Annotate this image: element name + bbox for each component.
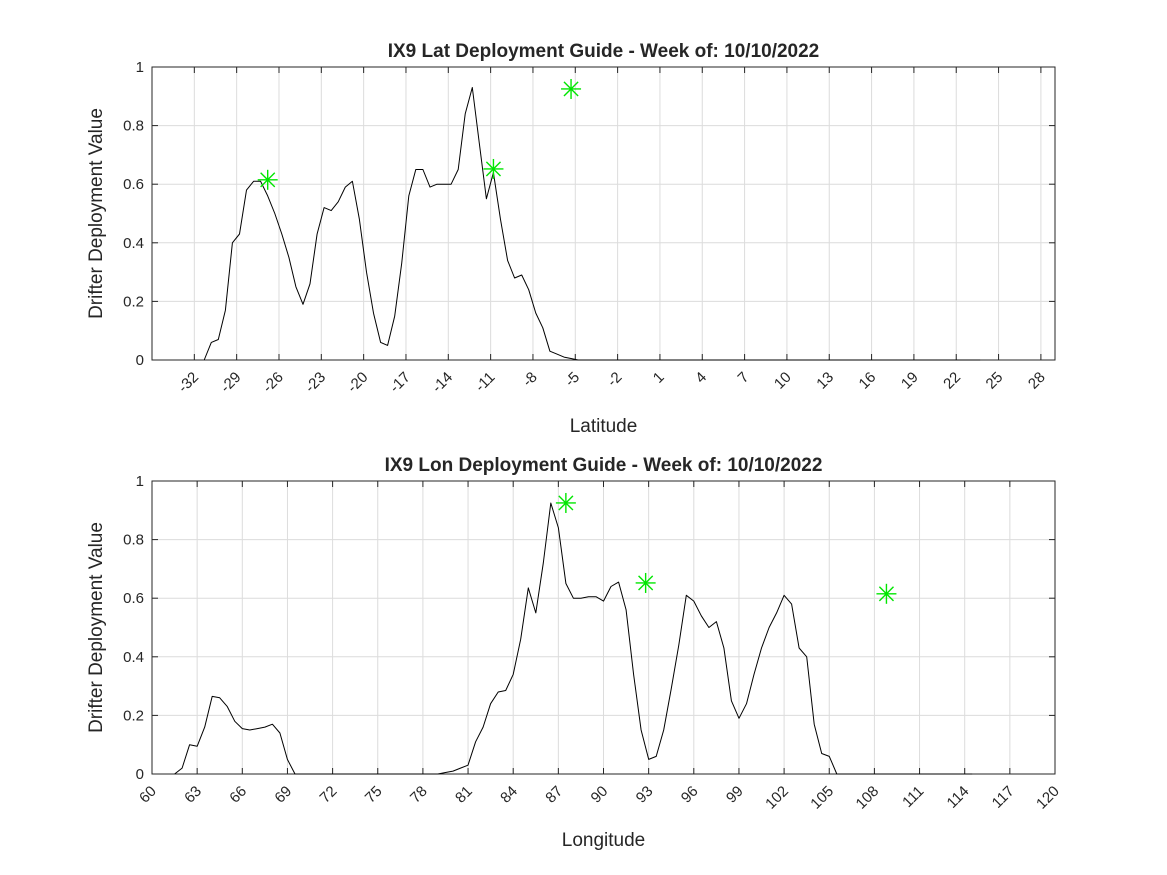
lon-peak-marker — [555, 492, 576, 513]
lat-y-tick-label: 0.4 — [123, 235, 144, 252]
lon-y-tick-label: 0.2 — [123, 707, 144, 724]
lon-peak-markers — [555, 492, 897, 604]
lon-grid — [151, 480, 1056, 775]
lon-chart-title: IX9 Lon Deployment Guide - Week of: 10/1… — [385, 455, 823, 476]
lat-peak-marker — [257, 169, 278, 190]
lat-y-tick-label: 1 — [136, 59, 144, 76]
lat-y-tick-label: 0.6 — [123, 176, 144, 193]
lon-y-axis-label: Drifter Deployment Value — [86, 522, 107, 733]
lon-peak-marker — [635, 572, 656, 593]
lon-y-tick-label: 0.4 — [123, 649, 144, 666]
lat-peak-marker — [561, 78, 582, 99]
lat-peak-markers — [257, 78, 582, 190]
lon-peak-marker — [876, 583, 897, 604]
lon-y-tick-label: 1 — [136, 473, 144, 490]
lon-y-tick-label: 0.8 — [123, 532, 144, 549]
lat-y-axis-label: Drifter Deployment Value — [86, 108, 107, 319]
lat-series — [203, 87, 981, 361]
lat-y-tick-label: 0.8 — [123, 118, 144, 135]
lon-y-tick-label: 0.6 — [123, 590, 144, 607]
lon-y-tick-label: 0 — [136, 766, 144, 783]
lat-series-line — [203, 87, 981, 361]
lon-series — [174, 502, 973, 775]
lon-x-axis-label: Longitude — [562, 830, 645, 851]
lat-deployment-panel: -32 -29 -26 -23 -20 -17 -14 -11 -8 -5 -2 1 4 7 10 13 16 1… — [86, 41, 1056, 437]
lat-x-axis-label: Latitude — [570, 416, 638, 437]
lat-y-tick-label: 0 — [136, 352, 144, 369]
lat-y-tick-label: 0.2 — [123, 293, 144, 310]
lat-chart-title: IX9 Lat Deployment Guide - Week of: 10/1… — [388, 41, 820, 62]
lat-peak-marker — [483, 158, 504, 179]
lon-series-line — [174, 502, 973, 775]
